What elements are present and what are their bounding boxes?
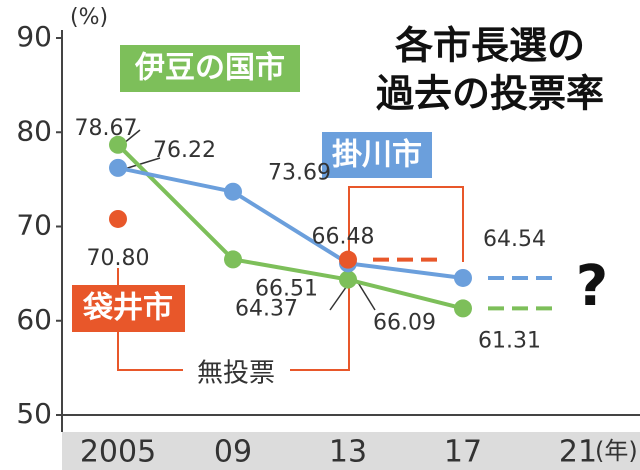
series-line xyxy=(116,143,464,311)
bracket xyxy=(290,186,464,371)
y-axis-label: (%) xyxy=(70,5,108,30)
value-label: 61.31 xyxy=(478,328,541,353)
annotation: 無投票 xyxy=(197,359,275,389)
chart-title: 過去の投票率 xyxy=(376,72,604,116)
value-label: 66.51 xyxy=(255,276,318,301)
marker xyxy=(339,250,357,269)
value-label: 70.80 xyxy=(87,246,150,271)
y-tick-label: 90 xyxy=(16,20,52,53)
legend-box xyxy=(322,132,432,178)
value-label: 66.09 xyxy=(373,310,436,335)
value-label: 64.37 xyxy=(235,297,298,322)
marker xyxy=(109,135,127,154)
y-tick-label: 80 xyxy=(16,114,52,147)
marker xyxy=(224,250,242,269)
chart-title: 各市長選の xyxy=(395,24,585,68)
value-label: 76.22 xyxy=(153,138,216,163)
value-label: 66.48 xyxy=(312,225,375,250)
legend-label: 伊豆の国市 xyxy=(134,51,285,86)
y-tick-label: 70 xyxy=(16,209,52,242)
value-label: 73.69 xyxy=(268,161,331,186)
marker xyxy=(454,268,472,287)
value-label: 64.54 xyxy=(483,227,546,252)
marker xyxy=(224,182,242,201)
x-tick-label: 2005 xyxy=(80,435,156,470)
marker xyxy=(454,299,472,318)
x-tick-label: 09 xyxy=(214,435,252,470)
legend-label: 袋井市 xyxy=(82,291,173,326)
series-line xyxy=(117,165,464,280)
x-tick-label: 21 xyxy=(559,435,597,470)
y-tick-label: 50 xyxy=(16,397,52,430)
x-tick-label: 13 xyxy=(329,435,367,470)
value-label: 78.67 xyxy=(75,116,138,141)
legend-label: 掛川市 xyxy=(332,138,422,173)
y-tick-label: 60 xyxy=(16,303,52,336)
annotation: ? xyxy=(576,254,608,319)
x-tick-label: 17 xyxy=(444,435,482,470)
x-axis-label: (年) xyxy=(595,437,638,465)
legend-box xyxy=(120,45,300,92)
marker xyxy=(109,158,127,177)
marker xyxy=(339,270,357,289)
legend-box xyxy=(72,285,185,332)
x-band xyxy=(62,432,640,470)
marker xyxy=(109,209,127,228)
